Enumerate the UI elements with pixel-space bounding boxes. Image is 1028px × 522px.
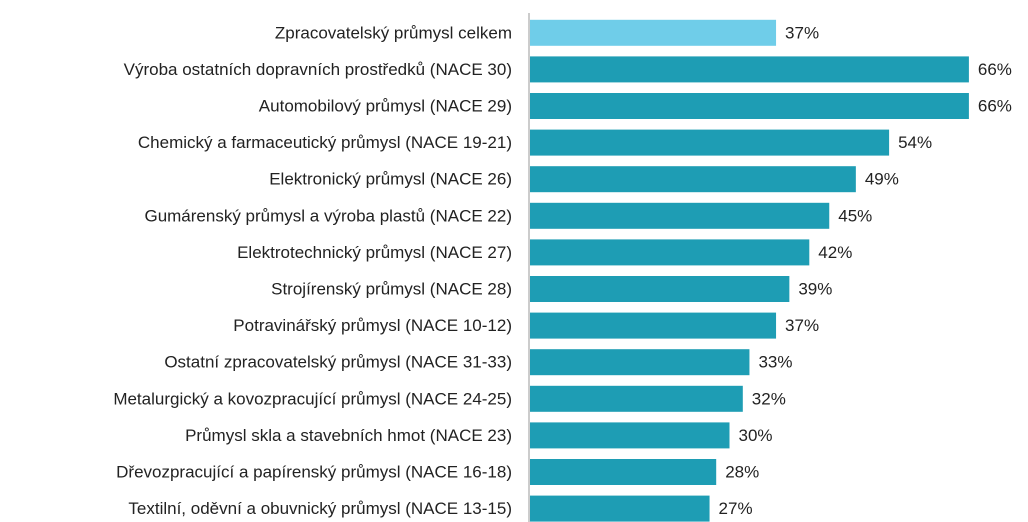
- category-label: Výroba ostatních dopravních prostředků (…: [124, 60, 512, 79]
- category-label: Zpracovatelský průmysl celkem: [275, 23, 512, 42]
- value-label: 39%: [798, 279, 832, 298]
- value-label: 27%: [719, 499, 753, 518]
- category-label: Potravinářský průmysl (NACE 10-12): [233, 316, 512, 335]
- bar: [530, 19, 777, 46]
- category-label: Metalurgický a kovozpracující průmysl (N…: [113, 389, 512, 408]
- value-label: 28%: [725, 462, 759, 481]
- category-label: Textilní, oděvní a obuvnický průmysl (NA…: [128, 499, 512, 518]
- bar: [530, 312, 777, 339]
- category-label: Elektronický průmysl (NACE 26): [269, 170, 512, 189]
- value-label: 66%: [978, 96, 1012, 115]
- value-label: 49%: [865, 170, 899, 189]
- bar: [530, 422, 730, 449]
- category-label: Chemický a farmaceutický průmysl (NACE 1…: [138, 133, 512, 152]
- value-label: 37%: [785, 23, 819, 42]
- category-label: Strojírenský průmysl (NACE 28): [271, 279, 512, 298]
- bar: [530, 276, 790, 302]
- value-label: 37%: [785, 316, 819, 335]
- category-label: Automobilový průmysl (NACE 29): [259, 96, 512, 115]
- value-label: 42%: [818, 243, 852, 262]
- bar: [530, 129, 890, 156]
- category-label: Elektrotechnický průmysl (NACE 27): [237, 243, 512, 262]
- value-label: 30%: [739, 426, 773, 445]
- category-label: Dřevozpracující a papírenský průmysl (NA…: [116, 462, 512, 481]
- bar: [530, 202, 830, 229]
- bar: [530, 239, 810, 266]
- category-label: Ostatní zpracovatelský průmysl (NACE 31-…: [164, 353, 512, 372]
- value-label: 54%: [898, 133, 932, 152]
- category-label: Gumárenský průmysl a výroba plastů (NACE…: [144, 206, 512, 225]
- bar: [530, 166, 856, 193]
- bar: [530, 385, 743, 412]
- bar: [530, 349, 750, 376]
- bar: [530, 56, 969, 83]
- value-label: 66%: [978, 60, 1012, 79]
- value-label: 45%: [838, 206, 872, 225]
- value-label: 32%: [752, 389, 786, 408]
- bar: [530, 93, 969, 119]
- value-label: 33%: [758, 353, 792, 372]
- category-label: Průmysl skla a stavebních hmot (NACE 23): [185, 426, 512, 445]
- bar: [530, 495, 710, 522]
- bar: [530, 459, 717, 485]
